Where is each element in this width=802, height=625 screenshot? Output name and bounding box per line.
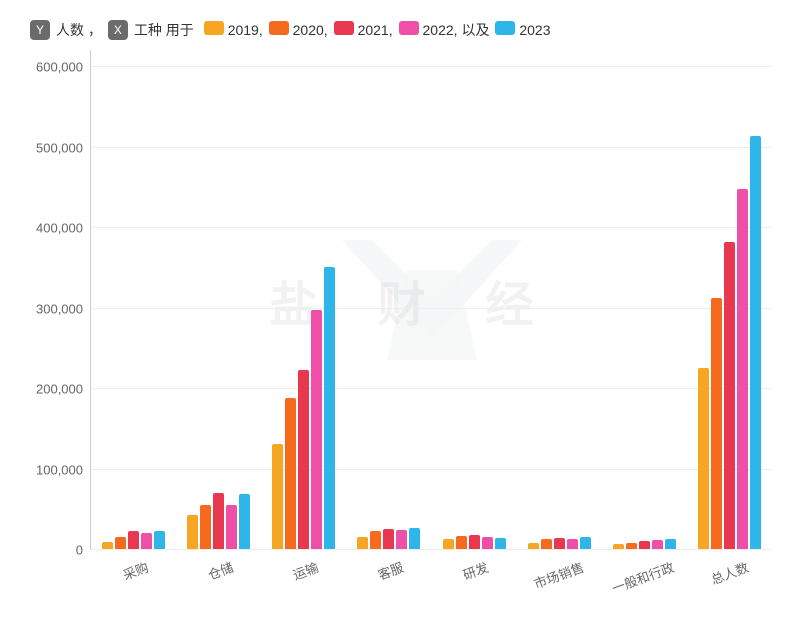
y-tick-label: 500,000 — [36, 140, 91, 155]
bar[interactable] — [298, 370, 309, 549]
gridline: 0 — [91, 549, 772, 550]
chart-legend: Y 人数 ， X 工种 用于 2019, 2020, 2021, 2022, 以… — [20, 20, 782, 40]
bar[interactable] — [698, 368, 709, 549]
bar[interactable] — [495, 538, 506, 549]
bar[interactable] — [613, 544, 624, 549]
bar[interactable] — [737, 189, 748, 549]
bar[interactable] — [311, 310, 322, 549]
bar-group: 研发 — [432, 50, 517, 549]
x-axis-badge: X — [108, 20, 128, 40]
bar-group: 运输 — [261, 50, 346, 549]
bar[interactable] — [639, 541, 650, 549]
y-axis-label: 人数 ， — [56, 20, 102, 40]
bar[interactable] — [541, 539, 552, 549]
bar[interactable] — [200, 505, 211, 549]
bar[interactable] — [357, 537, 368, 549]
bar[interactable] — [226, 505, 237, 549]
bar[interactable] — [370, 531, 381, 549]
bar[interactable] — [213, 493, 224, 549]
bar[interactable] — [239, 494, 250, 549]
legend-swatch-2020[interactable] — [269, 21, 289, 35]
bar[interactable] — [652, 540, 663, 549]
bar[interactable] — [665, 539, 676, 549]
bar[interactable] — [567, 539, 578, 549]
x-tick-label: 采购 — [120, 557, 151, 584]
x-tick-label: 仓储 — [205, 557, 236, 584]
y-tick-label: 0 — [76, 543, 91, 558]
bar-group: 采购 — [91, 50, 176, 549]
bar[interactable] — [626, 543, 637, 549]
bar[interactable] — [580, 537, 591, 549]
bar-group: 一般和行政 — [602, 50, 687, 549]
x-axis-label: 工种 用于 — [134, 20, 194, 40]
bar[interactable] — [115, 537, 126, 549]
bar-group: 总人数 — [687, 50, 772, 549]
y-tick-label: 300,000 — [36, 301, 91, 316]
bar[interactable] — [409, 528, 420, 549]
x-tick-label: 一般和行政 — [609, 557, 677, 597]
bar[interactable] — [102, 542, 113, 549]
bar[interactable] — [187, 515, 198, 549]
bar[interactable] — [396, 530, 407, 549]
bar[interactable] — [128, 531, 139, 550]
bar[interactable] — [711, 298, 722, 549]
y-tick-label: 100,000 — [36, 462, 91, 477]
x-tick-label: 运输 — [290, 557, 321, 584]
bar[interactable] — [141, 533, 152, 549]
bar-group: 市场销售 — [517, 50, 602, 549]
bar-group: 客服 — [346, 50, 431, 549]
bar[interactable] — [383, 529, 394, 549]
legend-year-2019: 2019, — [224, 22, 263, 38]
bar[interactable] — [482, 537, 493, 549]
legend-year-2022: 2022, 以及 — [419, 22, 490, 38]
plot-area: 盐财经 0100,000200,000300,000400,000500,000… — [90, 50, 772, 550]
x-tick-label: 总人数 — [708, 557, 751, 588]
legend-swatch-2023[interactable] — [495, 21, 515, 35]
bar[interactable] — [456, 536, 467, 549]
x-tick-label: 研发 — [460, 557, 491, 584]
legend-swatch-2022[interactable] — [399, 21, 419, 35]
bar[interactable] — [554, 538, 565, 549]
bar[interactable] — [469, 535, 480, 549]
y-tick-label: 200,000 — [36, 382, 91, 397]
bar[interactable] — [443, 539, 454, 549]
bar[interactable] — [724, 242, 735, 549]
legend-swatch-2019[interactable] — [204, 21, 224, 35]
bar[interactable] — [154, 531, 165, 549]
bar[interactable] — [272, 444, 283, 549]
bar[interactable] — [750, 136, 761, 549]
bar[interactable] — [528, 543, 539, 549]
y-tick-label: 400,000 — [36, 221, 91, 236]
x-tick-label: 市场销售 — [531, 557, 586, 593]
chart-container: Y 人数 ， X 工种 用于 2019, 2020, 2021, 2022, 以… — [20, 20, 782, 605]
bar-group: 仓储 — [176, 50, 261, 549]
bar-groups: 采购仓储运输客服研发市场销售一般和行政总人数 — [91, 50, 772, 549]
legend-year-2021: 2021, — [354, 22, 393, 38]
y-axis-badge: Y — [30, 20, 50, 40]
legend-year-2020: 2020, — [289, 22, 328, 38]
legend-swatch-2021[interactable] — [334, 21, 354, 35]
x-tick-label: 客服 — [375, 557, 406, 584]
series-legend: 2019, 2020, 2021, 2022, 以及 2023 — [200, 20, 553, 40]
bar[interactable] — [324, 267, 335, 549]
legend-year-2023: 2023 — [515, 22, 550, 38]
bar[interactable] — [285, 398, 296, 549]
y-tick-label: 600,000 — [36, 60, 91, 75]
